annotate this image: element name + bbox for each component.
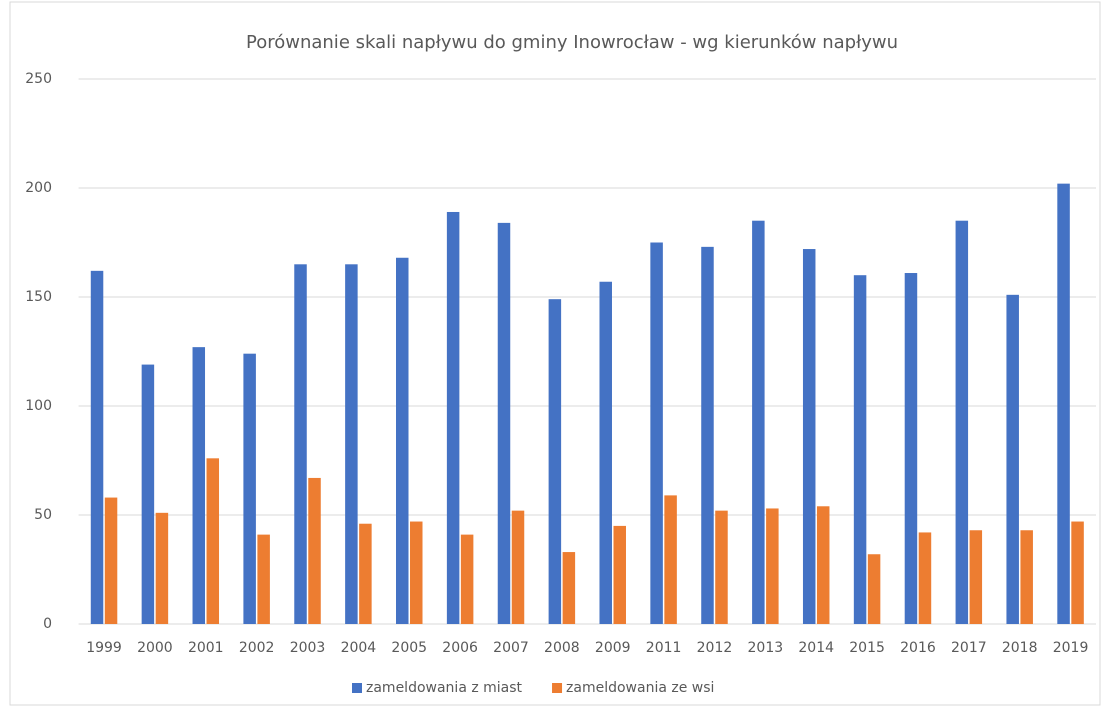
x-tick-label: 2015 (849, 640, 885, 656)
bar (918, 532, 932, 624)
x-tick-label: 2006 (442, 640, 478, 656)
bar (1057, 183, 1070, 624)
y-tick-label: 100 (25, 398, 52, 414)
legend-label: zameldowania z miast (366, 680, 523, 696)
bar (359, 523, 372, 624)
y-tick-label: 0 (43, 616, 52, 632)
bar (701, 246, 714, 625)
x-tick-label: 2017 (951, 640, 987, 656)
bar (802, 249, 816, 625)
x-tick-label: 2004 (341, 640, 377, 656)
bar (613, 525, 626, 624)
bar (562, 552, 576, 624)
x-tick-label: 2016 (900, 640, 936, 656)
bar (497, 222, 511, 624)
y-tick-label: 250 (25, 71, 52, 87)
bar (345, 264, 358, 624)
bar (294, 264, 307, 624)
bar (599, 281, 612, 624)
bar (104, 497, 118, 624)
bar (650, 242, 663, 624)
bar (206, 458, 220, 624)
x-tick-label: 2001 (188, 640, 224, 656)
bar (460, 534, 474, 624)
bar (511, 510, 525, 624)
legend-swatch (352, 683, 362, 693)
chart-title: Porównanie skali napływu do gminy Inowro… (246, 32, 898, 53)
x-tick-label: 2018 (1002, 640, 1038, 656)
y-tick-label: 200 (25, 180, 52, 196)
x-tick-label: 2005 (391, 640, 427, 656)
x-tick-label: 2012 (697, 640, 733, 656)
bar (715, 510, 728, 624)
x-tick-label: 2008 (544, 640, 580, 656)
bar (816, 506, 830, 624)
legend-label: zameldowania ze wsi (566, 680, 714, 696)
bar (141, 364, 155, 624)
bar (243, 353, 256, 624)
y-tick-label: 50 (34, 507, 52, 523)
bar (752, 220, 765, 624)
x-tick-label: 2011 (646, 640, 682, 656)
bar (1071, 521, 1084, 624)
x-tick-label: 2019 (1053, 640, 1089, 656)
bar (969, 530, 983, 624)
x-tick-label: 1999 (86, 640, 122, 656)
x-tick-label: 2007 (493, 640, 529, 656)
bar (308, 477, 321, 624)
x-tick-label: 2000 (137, 640, 173, 656)
bar (853, 275, 867, 624)
x-tick-label: 2013 (748, 640, 784, 656)
y-tick-label: 150 (25, 289, 52, 305)
x-tick-label: 2014 (798, 640, 834, 656)
bar (766, 508, 779, 624)
bar (1006, 294, 1019, 624)
x-tick-label: 2002 (239, 640, 275, 656)
bar (155, 512, 169, 624)
bar (90, 270, 104, 624)
bar (664, 495, 677, 624)
legend-swatch (552, 683, 563, 693)
bar (904, 273, 918, 624)
x-tick-label: 2009 (595, 640, 631, 656)
bar (446, 211, 460, 625)
bar (257, 534, 270, 624)
bar (548, 299, 562, 624)
x-tick-label: 2003 (290, 640, 326, 656)
bar (410, 521, 423, 624)
bar (867, 554, 881, 624)
bar (955, 220, 969, 624)
bar (1020, 530, 1033, 624)
bar (192, 347, 206, 624)
bar (396, 257, 409, 624)
